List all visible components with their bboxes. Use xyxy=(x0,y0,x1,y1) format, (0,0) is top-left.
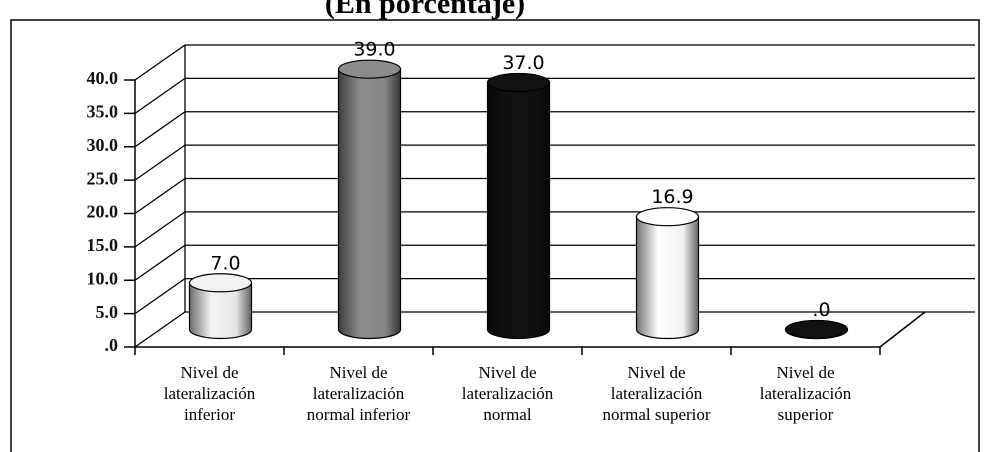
y-tick-label: 25.0 xyxy=(87,168,119,188)
grid-line xyxy=(134,311,975,348)
grid-line xyxy=(134,44,975,81)
grid-line xyxy=(134,177,975,215)
data-label: 39.0 xyxy=(353,39,395,61)
y-tick-label: .0 xyxy=(105,335,119,355)
frame xyxy=(10,19,980,452)
bar-part xyxy=(337,59,402,79)
y-tick-label: 20.0 xyxy=(87,202,119,222)
bar-part xyxy=(487,82,550,339)
bar-part xyxy=(338,69,401,339)
bar xyxy=(337,59,402,340)
data-label: 7.0 xyxy=(210,252,240,274)
data-label: 16.9 xyxy=(651,186,693,208)
x-tick-label: Nivel de lateralización normal inferior xyxy=(306,363,411,424)
grid-line xyxy=(134,277,975,315)
bar-part xyxy=(189,282,252,339)
x-tick-label: Nivel de lateralización normal superior xyxy=(602,363,711,424)
bar-part xyxy=(784,319,849,340)
y-tick-label: 30.0 xyxy=(87,135,119,155)
y-tick-label: 5.0 xyxy=(96,302,119,322)
x-tick-label: Nivel de lateralización inferior xyxy=(163,363,256,424)
x-tick-label: Nivel de lateralización superior xyxy=(759,363,852,424)
bar xyxy=(486,72,551,340)
chart-title: (En porcentaje) xyxy=(325,0,525,20)
bar-part xyxy=(636,216,699,339)
bar-part xyxy=(486,72,551,93)
data-label: 37.0 xyxy=(502,52,544,74)
grid-line xyxy=(134,244,975,281)
bar xyxy=(784,319,849,340)
data-label: .0 xyxy=(812,299,830,321)
bar-part xyxy=(188,273,253,293)
grid-line xyxy=(134,77,975,114)
y-tick-label: 10.0 xyxy=(87,268,119,288)
y-tick-label: 15.0 xyxy=(87,235,119,255)
grid-line xyxy=(134,211,975,248)
grid-line xyxy=(134,111,975,148)
bar-part xyxy=(635,207,700,227)
x-tick-label: Nivel de lateralización normal xyxy=(461,363,554,424)
y-tick-label: 40.0 xyxy=(87,68,119,88)
y-tick-label: 35.0 xyxy=(87,102,119,122)
bar xyxy=(188,273,253,340)
grid-line xyxy=(134,144,975,181)
bar xyxy=(635,207,700,340)
